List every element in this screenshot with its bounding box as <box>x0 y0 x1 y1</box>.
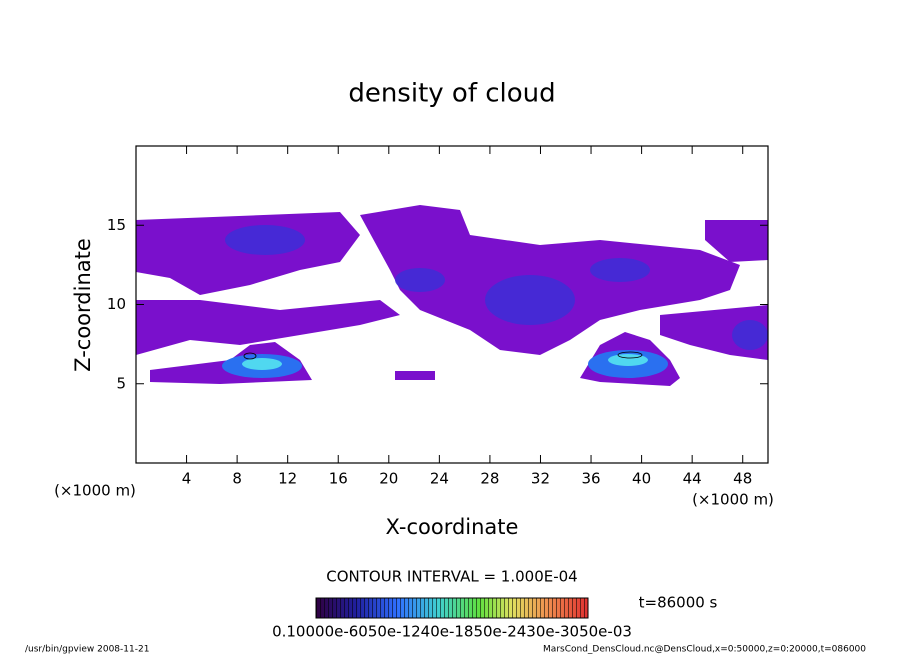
y-tick-label: 5 <box>116 374 126 392</box>
x-axis-label: X-coordinate <box>386 515 519 539</box>
colorbar-labels: 0.10000e-6050e-1240e-1850e-2430e-3050e-0… <box>272 623 632 641</box>
x-tick-label: 44 <box>683 470 702 488</box>
x-tick-label: 32 <box>531 470 550 488</box>
x-tick-label: 20 <box>379 470 398 488</box>
x-tick-label: 24 <box>430 470 449 488</box>
x-tick-label: 8 <box>232 470 242 488</box>
y-axis-label: Z-coordinate <box>71 238 95 372</box>
x-tick-label: 36 <box>581 470 600 488</box>
x-tick-label: 40 <box>632 470 651 488</box>
footer-left: /usr/bin/gpview 2008-11-21 <box>25 645 149 654</box>
x-tick-label: 48 <box>733 470 752 488</box>
x-tick-label: 28 <box>480 470 499 488</box>
x-tick-label: 12 <box>278 470 297 488</box>
x-tick-label: 4 <box>182 470 192 488</box>
x-unit-label: (×1000 m) <box>692 491 774 509</box>
x-unit-label: (×1000 m) <box>54 482 136 500</box>
y-tick-label: 10 <box>107 295 126 313</box>
cloud-field <box>136 205 768 386</box>
y-tick-label: 15 <box>107 216 126 234</box>
x-tick-label: 16 <box>329 470 348 488</box>
chart-title: density of cloud <box>348 79 555 109</box>
contour-interval: CONTOUR INTERVAL = 1.000E-04 <box>326 568 577 586</box>
colorbar-frame <box>315 597 589 619</box>
footer-right: MarsCond_DensCloud.nc@DensCloud,x=0:5000… <box>543 645 866 654</box>
time-label: t=86000 s <box>639 594 718 612</box>
